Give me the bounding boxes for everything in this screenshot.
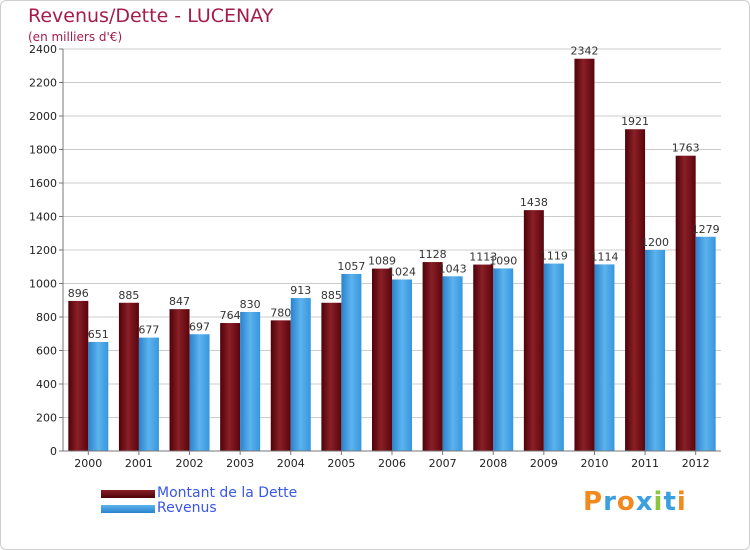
bar-dette	[220, 323, 241, 451]
logo-letter: P	[583, 487, 604, 517]
bar-revenus	[695, 236, 716, 451]
data-label-dette: 1128	[419, 248, 447, 261]
y-tick-label: 1000	[29, 278, 57, 291]
bar-revenus	[543, 263, 564, 451]
x-tick-label: 2007	[429, 457, 457, 470]
data-label-dette: 1763	[672, 142, 700, 155]
y-tick-label: 800	[36, 311, 57, 324]
data-label-revenus: 1024	[388, 265, 416, 278]
data-label-dette: 896	[68, 287, 89, 300]
x-tick-label: 2012	[682, 457, 710, 470]
data-label-revenus: 651	[88, 328, 109, 341]
legend-label-dette: Montant de la Dette	[157, 485, 298, 501]
data-label-revenus: 677	[138, 324, 159, 337]
logo-letter: i	[653, 487, 664, 517]
bar-revenus	[290, 298, 311, 451]
bar-revenus	[442, 276, 463, 451]
y-tick-label: 200	[36, 412, 57, 425]
legend-label-revenus: Revenus	[157, 500, 217, 516]
data-label-revenus: 1090	[489, 254, 517, 267]
x-axis: 2000 2001 2002 2003 2004 2005 2006 2007 2008 2009…	[63, 450, 721, 470]
data-label-dette: 1438	[520, 196, 548, 209]
bar-dette	[372, 268, 392, 451]
proxiti-logo: Proxiti	[583, 487, 687, 517]
x-tick-label: 2008	[479, 457, 507, 470]
data-label-dette: 1089	[368, 255, 396, 268]
chart-subtitle: (en milliers d'€)	[28, 30, 123, 44]
x-tick-label: 2003	[226, 457, 254, 470]
logo-letter: r	[603, 487, 617, 517]
x-tick-label: 2002	[176, 457, 204, 470]
bar-dette	[321, 302, 342, 451]
y-tick-label: 2000	[29, 110, 57, 123]
x-tick-label: 2005	[327, 457, 355, 470]
x-tick-label: 2004	[277, 457, 305, 470]
data-label-dette: 1921	[621, 115, 649, 128]
legend-swatch-revenus	[101, 505, 155, 513]
data-label-revenus: 1119	[540, 250, 568, 263]
bar-revenus	[189, 334, 210, 451]
data-label-revenus: 1057	[337, 260, 365, 273]
bar-revenus	[138, 337, 159, 451]
data-label-dette: 1113	[469, 251, 497, 264]
y-tick-label: 2200	[29, 77, 57, 90]
data-label-dette: 885	[321, 289, 342, 302]
bar-dette	[68, 300, 89, 451]
data-label-revenus: 1200	[641, 236, 669, 249]
bar-revenus	[240, 311, 261, 451]
y-tick-label: 1200	[29, 244, 57, 257]
data-label-dette: 2342	[570, 45, 598, 58]
data-label-dette: 764	[220, 309, 241, 322]
legend-swatch-dette	[101, 490, 155, 498]
x-tick-label: 2010	[580, 457, 608, 470]
bar-dette	[422, 262, 443, 451]
bar-dette	[473, 264, 494, 451]
y-tick-label: 600	[36, 345, 57, 358]
bar-dette	[169, 309, 190, 451]
data-label-dette: 885	[118, 289, 139, 302]
bars	[68, 58, 716, 452]
data-label-dette: 780	[270, 306, 291, 319]
y-tick-label: 0	[50, 445, 57, 458]
bar-dette	[270, 320, 291, 451]
logo-letter: i	[676, 487, 687, 517]
logo-letter: t	[663, 487, 677, 517]
bar-revenus	[594, 264, 615, 451]
data-label-revenus: 1114	[590, 250, 618, 263]
bar-dette	[574, 58, 595, 452]
x-tick-label: 2009	[530, 457, 558, 470]
y-tick-label: 1800	[29, 144, 57, 157]
x-tick-label: 2006	[378, 457, 406, 470]
data-label-revenus: 913	[290, 284, 311, 297]
bar-revenus	[392, 279, 412, 451]
x-tick-label: 2011	[631, 457, 659, 470]
y-tick-label: 2400	[29, 43, 57, 56]
y-tick-label: 1400	[29, 211, 57, 224]
bar-revenus	[341, 273, 362, 451]
x-tick-label: 2001	[125, 457, 153, 470]
data-label-revenus: 830	[240, 298, 261, 311]
bar-dette	[625, 129, 646, 452]
bar-dette	[523, 210, 544, 451]
logo-letter: o	[616, 487, 636, 517]
data-label-revenus: 1043	[439, 262, 467, 275]
logo-letter: x	[635, 487, 654, 517]
chart-title: Revenus/Dette - LUCENAY	[28, 5, 274, 27]
data-label-revenus: 697	[189, 320, 210, 333]
y-tick-label: 1600	[29, 177, 57, 190]
data-label-dette: 847	[169, 295, 190, 308]
x-tick-label: 2000	[74, 457, 102, 470]
bar-revenus	[493, 268, 514, 451]
bar-dette	[118, 302, 139, 451]
bar-revenus	[88, 341, 109, 451]
bar-revenus	[645, 250, 666, 451]
y-tick-label: 400	[36, 378, 57, 391]
data-label-revenus: 1279	[692, 223, 720, 236]
bar-dette	[675, 155, 696, 451]
y-axis: 0 200 400 600 800 1000 1200 1400 1600 1800 2000 220…	[29, 43, 64, 458]
